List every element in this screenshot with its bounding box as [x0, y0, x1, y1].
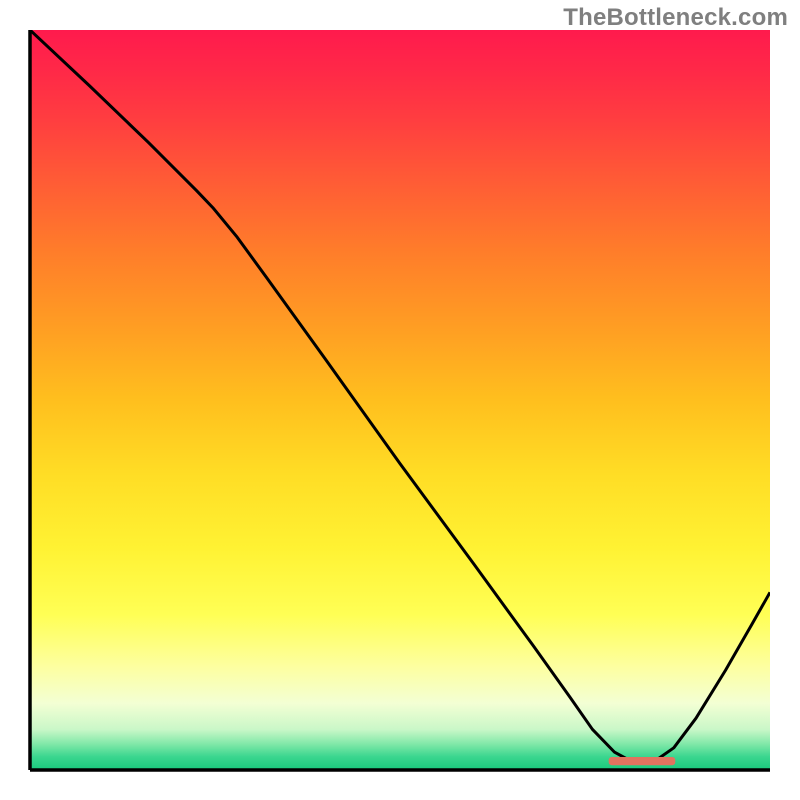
gradient-background	[30, 30, 770, 770]
optimal-range-marker	[609, 757, 676, 765]
watermark-label: TheBottleneck.com	[563, 4, 788, 32]
